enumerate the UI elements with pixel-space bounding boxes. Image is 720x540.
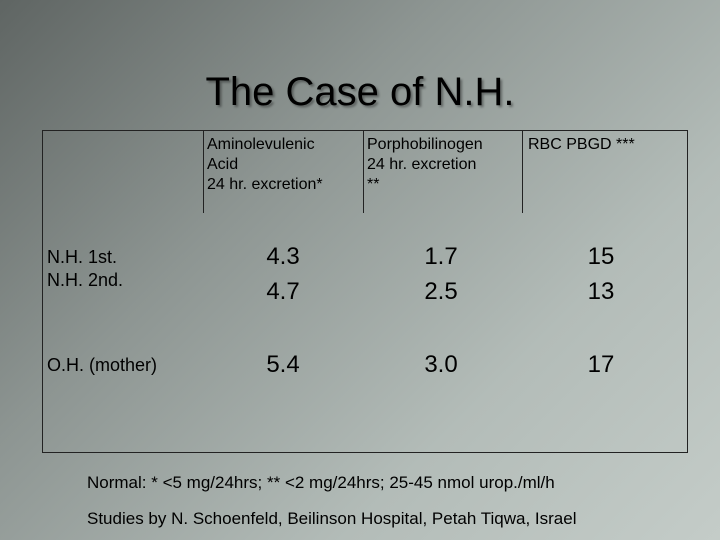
column-divider xyxy=(363,130,364,213)
value-cell: 15 13 xyxy=(541,240,661,310)
column-header: Aminolevulenic Acid 24 hr. excretion* xyxy=(207,135,323,195)
value-cell-line: 5.4 xyxy=(266,351,300,378)
value-cell: 17 xyxy=(541,348,661,383)
row-label-line: N.H. 1st. xyxy=(47,247,118,267)
value-cell-line: 4.7 xyxy=(266,277,300,305)
column-header-line: Porphobilinogen xyxy=(367,136,483,153)
column-header-line: Acid xyxy=(207,156,239,173)
row-label: N.H. 1st. N.H. 2nd. xyxy=(47,246,123,291)
column-header-line: RBC PBGD *** xyxy=(528,136,635,153)
value-cell: 5.4 xyxy=(223,348,343,383)
row-label-line: N.H. 2nd. xyxy=(47,269,124,290)
value-cell-line: 3.0 xyxy=(424,351,458,378)
value-cell-line: 1.7 xyxy=(424,243,458,270)
value-cell-line: 13 xyxy=(587,277,615,305)
column-divider xyxy=(522,130,523,213)
row-label: O.H. (mother) xyxy=(47,354,157,377)
footnote: Studies by N. Schoenfeld, Beilinson Hosp… xyxy=(87,509,577,528)
value-cell-line: 15 xyxy=(587,243,615,270)
value-cell: 4.3 4.7 xyxy=(223,240,343,310)
column-header-line: Aminolevulenic xyxy=(207,136,315,153)
value-cell-line: 17 xyxy=(587,351,615,378)
column-header-line: ** xyxy=(367,176,380,193)
footnote: Normal: * <5 mg/24hrs; ** <2 mg/24hrs; 2… xyxy=(87,473,555,492)
row-label-line: O.H. (mother) xyxy=(47,355,158,375)
column-header: Porphobilinogen 24 hr. excretion ** xyxy=(367,135,483,195)
column-header-line: 24 hr. excretion* xyxy=(207,176,323,193)
value-cell: 1.7 2.5 xyxy=(381,240,501,310)
value-cell-line: 4.3 xyxy=(266,243,300,270)
column-divider xyxy=(203,130,204,213)
column-header: RBC PBGD *** xyxy=(528,135,635,155)
column-header-line: 24 hr. excretion xyxy=(367,156,477,173)
table-border xyxy=(42,130,688,453)
value-cell: 3.0 xyxy=(381,348,501,383)
slide-title: The Case of N.H. xyxy=(205,70,515,114)
value-cell-line: 2.5 xyxy=(424,277,458,305)
